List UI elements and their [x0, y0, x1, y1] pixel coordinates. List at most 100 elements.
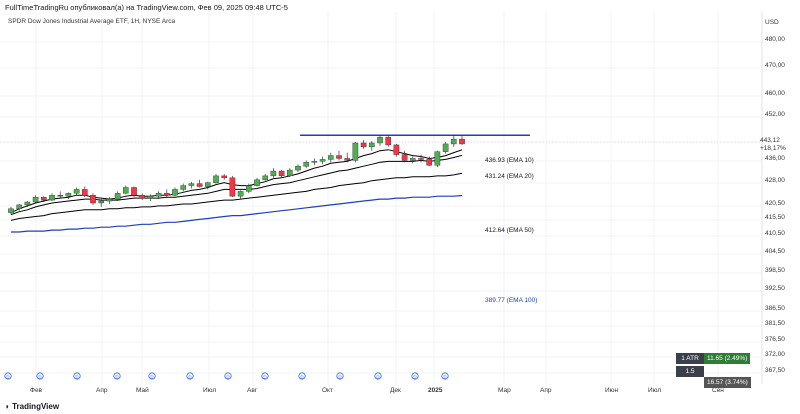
- candle-body: [245, 185, 252, 192]
- dividend-marker: [148, 372, 156, 380]
- ema10-line: [10, 149, 463, 214]
- dividend-marker: [441, 372, 449, 380]
- dividend-marker: [374, 372, 382, 380]
- dividend-marker: [73, 372, 81, 380]
- symbol-title[interactable]: SPDR Dow Jones Industrial Average ETF, 1…: [8, 18, 176, 25]
- dividend-marker-label: D: [150, 374, 154, 379]
- dividend-marker: [261, 372, 269, 380]
- dividend-marker-label: D: [115, 374, 119, 379]
- price-tick: 410,50: [765, 230, 785, 237]
- candle-body: [311, 161, 318, 163]
- tradingview-icon: ◗: [5, 402, 13, 411]
- candle-body: [459, 138, 465, 145]
- candle-body: [122, 187, 129, 194]
- atr-key-1: 1 ATR: [676, 353, 704, 364]
- price-tick: 420,50: [765, 200, 785, 207]
- candle-body: [213, 175, 219, 183]
- candle-body: [16, 204, 23, 209]
- candle-body: [344, 158, 351, 161]
- candle-body: [114, 193, 121, 200]
- atr-row-1: 1 ATR 11.65 (2.49%): [676, 353, 758, 364]
- candle-body: [418, 158, 424, 160]
- dividend-marker-label: D: [376, 374, 380, 379]
- ema50-label: 412.64 (EMA 50): [485, 227, 534, 234]
- candle-body: [163, 193, 170, 196]
- ema20-line: [10, 154, 463, 216]
- ema20-label: 431.24 (EMA 20): [485, 173, 534, 180]
- candle-body: [204, 182, 211, 187]
- ema100-line: [11, 194, 463, 233]
- dividend-marker-label: D: [188, 374, 192, 379]
- last-price-tag: 443,12 +18,17%: [760, 137, 798, 153]
- candle-body: [41, 196, 47, 201]
- last-price-change: +18,17%: [760, 145, 786, 152]
- candle-body: [393, 144, 400, 155]
- candle-body: [336, 155, 342, 159]
- time-tick: Июл: [203, 387, 217, 394]
- price-tick: 415,50: [765, 214, 785, 221]
- atr-value-2: 16.57 (3.74%): [704, 377, 751, 388]
- atr-row-2: 1.5 ATR 16.57 (3.74%): [676, 366, 758, 388]
- dividend-marker: [336, 372, 344, 380]
- dividend-marker-label: D: [75, 374, 79, 379]
- candle-body: [155, 193, 162, 197]
- candle-body: [24, 201, 31, 206]
- candle-body: [278, 170, 285, 177]
- dividend-marker-label: D: [443, 374, 447, 379]
- candle-body: [73, 189, 80, 194]
- candle-body: [229, 177, 236, 197]
- candle-body: [196, 183, 203, 187]
- dividend-marker: [4, 372, 12, 380]
- candle-body: [65, 193, 72, 197]
- price-tick: 452,00: [765, 111, 785, 118]
- tradingview-logo[interactable]: ◗ TradingView: [5, 402, 59, 411]
- dividend-marker: [411, 372, 419, 380]
- dividend-marker-label: D: [226, 374, 230, 379]
- time-tick: Сен: [712, 387, 724, 394]
- price-tick: 398,50: [765, 267, 785, 274]
- price-tick: 460,00: [765, 90, 785, 97]
- dividend-marker: [113, 372, 121, 380]
- candle-body: [426, 159, 433, 166]
- price-tick: 480,00: [765, 36, 785, 43]
- candle-body: [188, 183, 195, 186]
- candle-body: [139, 195, 146, 199]
- dividend-marker-label: D: [338, 374, 342, 379]
- price-tick: 470,00: [765, 62, 785, 69]
- candle-body: [328, 155, 334, 160]
- candle-body: [434, 151, 441, 166]
- time-tick: Июл: [648, 387, 662, 394]
- time-tick: Окт: [322, 387, 333, 394]
- candle-body: [254, 179, 260, 186]
- candle-body: [90, 195, 96, 204]
- price-tick: 372,00: [765, 351, 785, 358]
- time-tick: Май: [136, 387, 149, 394]
- currency-label: USD: [765, 19, 779, 26]
- dividend-marker: [186, 372, 194, 380]
- time-tick: Фев: [30, 387, 43, 394]
- dividend-marker-label: D: [38, 374, 42, 379]
- dividend-marker-label: D: [300, 374, 304, 379]
- dividend-marker-label: D: [263, 374, 267, 379]
- candle-body: [98, 200, 104, 204]
- candle-body: [49, 195, 55, 201]
- candle-body: [237, 191, 244, 197]
- candle-body: [32, 196, 39, 203]
- price-tick: 428,00: [765, 177, 785, 184]
- time-tick: 2025: [428, 387, 443, 394]
- candle-body: [295, 165, 301, 171]
- dividend-marker: [298, 372, 306, 380]
- last-price-value: 443,12: [760, 137, 780, 144]
- publish-header: FullTimeTradingRu опубликовал(а) на Trad…: [5, 3, 288, 12]
- price-tick: 436,00: [765, 155, 785, 162]
- candle-body: [221, 175, 228, 179]
- time-tick: Апр: [540, 387, 552, 394]
- price-tick: 392,50: [765, 285, 785, 292]
- atr-value-1: 11.65 (2.49%): [704, 353, 751, 364]
- price-tick: 386,50: [765, 305, 785, 312]
- candle-body: [81, 189, 88, 196]
- candle-body: [131, 187, 137, 196]
- candle-body: [57, 195, 63, 197]
- time-tick: Дек: [390, 387, 401, 394]
